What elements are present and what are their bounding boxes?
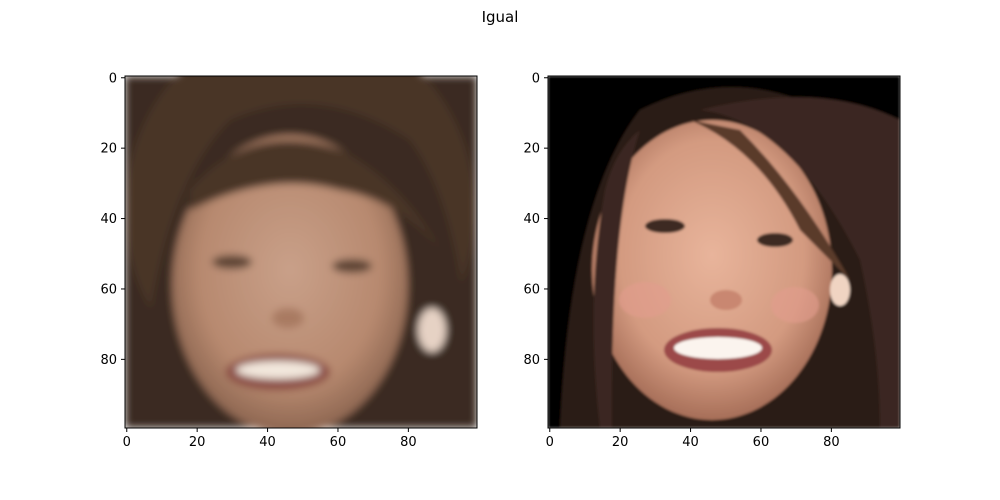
right-y-tick-label-2: 40 xyxy=(523,212,540,227)
right-y-tick-label-4: 80 xyxy=(523,353,540,368)
left-y-tick-label-4: 80 xyxy=(100,353,117,368)
left-x-tick-label-1: 20 xyxy=(189,435,206,450)
left-y-tick-label-3: 60 xyxy=(100,282,117,297)
left-x-tick-label-4: 80 xyxy=(400,435,417,450)
left-image-panel: 0 20 40 60 80 0 20 40 60 80 xyxy=(100,71,478,450)
left-axes-frame xyxy=(124,75,478,429)
left-y-tick-label-1: 20 xyxy=(100,142,117,157)
right-x-tick-label-3: 60 xyxy=(753,435,770,450)
right-x-tick-label-1: 20 xyxy=(612,435,629,450)
figure-title: Igual xyxy=(482,8,519,26)
right-image-panel: 0 20 40 60 80 0 20 40 60 80 xyxy=(523,71,901,450)
right-y-tick-label-3: 60 xyxy=(523,282,540,297)
left-y-tick-label-0: 0 xyxy=(109,71,117,86)
right-x-tick-label-2: 40 xyxy=(682,435,699,450)
right-x-tick-label-4: 80 xyxy=(823,435,840,450)
left-x-tick-label-2: 40 xyxy=(259,435,276,450)
left-face-image xyxy=(125,76,477,428)
right-axes-frame xyxy=(547,75,901,429)
right-face-image xyxy=(548,76,900,428)
left-y-tick-label-2: 40 xyxy=(100,212,117,227)
right-y-tick-label-0: 0 xyxy=(532,71,540,86)
left-axis-ticks: 0 20 40 60 80 0 20 40 60 80 xyxy=(100,71,416,450)
right-axis-ticks: 0 20 40 60 80 0 20 40 60 80 xyxy=(523,71,839,450)
right-x-tick-label-0: 0 xyxy=(546,435,554,450)
left-x-tick-label-0: 0 xyxy=(123,435,131,450)
left-x-tick-label-3: 60 xyxy=(330,435,347,450)
right-y-tick-label-1: 20 xyxy=(523,142,540,157)
